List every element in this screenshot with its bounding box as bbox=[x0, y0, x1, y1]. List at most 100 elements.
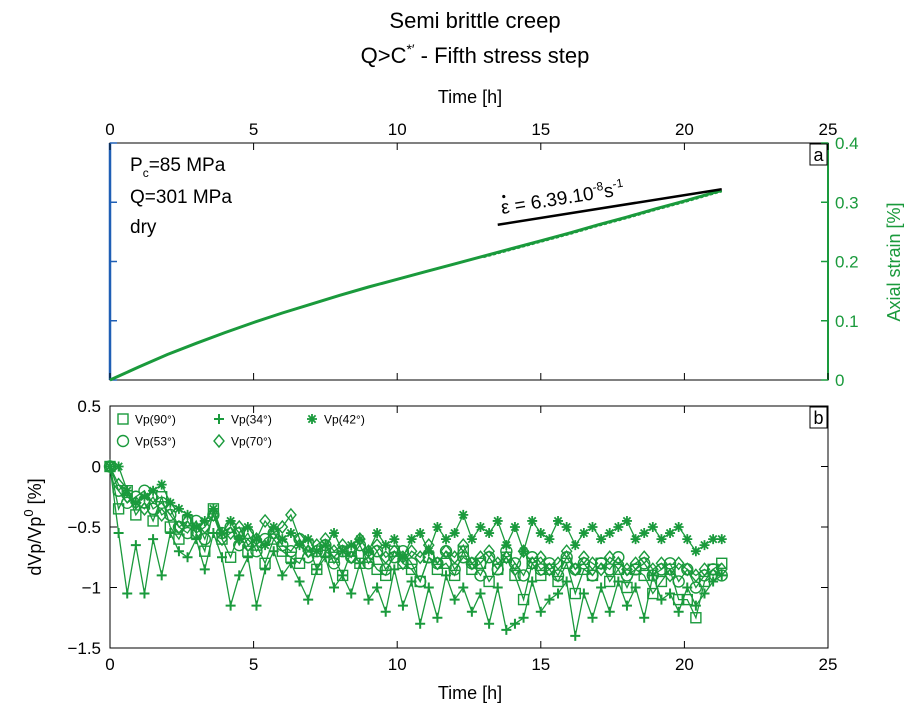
point-asterisk bbox=[441, 534, 452, 545]
annotation-p-rest: =85 MPa bbox=[149, 155, 226, 176]
axial-strain-curve bbox=[109, 188, 723, 382]
point-plus bbox=[113, 528, 124, 539]
point-asterisk bbox=[130, 497, 141, 508]
point-plus bbox=[544, 594, 555, 605]
point-asterisk bbox=[561, 522, 572, 532]
point-asterisk bbox=[596, 534, 607, 545]
annotation-p-main: P bbox=[130, 155, 143, 176]
point-plus bbox=[372, 582, 383, 593]
point-diamond bbox=[388, 544, 401, 559]
point-plus bbox=[501, 624, 512, 635]
title-line2-main: Q>C bbox=[361, 43, 407, 68]
panel-a-ytick-label: 0.2 bbox=[835, 253, 859, 272]
point-asterisk bbox=[699, 540, 710, 551]
panel-a: 0 5 10 15 20 25 0 0.1 0.2 0.3 0.4 a Pc=85 MPa Q=3… bbox=[105, 120, 904, 390]
point-diamond bbox=[689, 568, 702, 583]
point-asterisk bbox=[165, 497, 176, 508]
point-asterisk bbox=[320, 540, 331, 551]
panel-a-label: a bbox=[813, 145, 824, 165]
point-diamond bbox=[698, 562, 711, 577]
panel-b-ylabel-sup: 0 bbox=[21, 509, 36, 516]
panel-b-ytick-label: −1.5 bbox=[67, 639, 101, 658]
point-square bbox=[474, 557, 487, 569]
point-square bbox=[371, 563, 383, 576]
point-plus bbox=[251, 600, 262, 611]
point-diamond bbox=[457, 538, 470, 553]
panel-b-xtick-label: 10 bbox=[388, 655, 407, 674]
point-plus bbox=[329, 582, 340, 593]
series-diamond bbox=[104, 459, 728, 583]
point-diamond bbox=[233, 519, 246, 535]
point-square bbox=[612, 563, 625, 576]
annotation-rate-dot bbox=[502, 194, 506, 199]
panel-b-xtick-label: 15 bbox=[531, 655, 550, 674]
annotation-rate-exp1: -8 bbox=[591, 179, 604, 195]
point-plus bbox=[182, 552, 193, 563]
point-asterisk bbox=[105, 461, 115, 472]
point-asterisk bbox=[406, 534, 417, 545]
point-asterisk bbox=[217, 528, 228, 539]
point-plus bbox=[484, 618, 495, 629]
point-plus bbox=[518, 612, 529, 623]
point-plus bbox=[234, 570, 245, 581]
point-asterisk bbox=[182, 509, 193, 520]
point-diamond bbox=[474, 550, 487, 565]
panel-a-ytick-label: 0.1 bbox=[835, 312, 859, 331]
point-asterisk bbox=[311, 546, 322, 557]
point-diamond bbox=[707, 568, 720, 583]
series-asterisk bbox=[105, 461, 727, 563]
point-asterisk bbox=[122, 485, 133, 496]
point-diamond bbox=[414, 550, 427, 565]
panel-a-top-xlabel: Time [h] bbox=[438, 87, 502, 107]
annotation-rate-exp2: -1 bbox=[611, 176, 624, 192]
point-plus bbox=[690, 600, 701, 611]
point-asterisk bbox=[604, 528, 615, 539]
legend-label-diamond: Vp(70°) bbox=[231, 435, 272, 449]
panel-b-xtick-label: 5 bbox=[249, 655, 258, 674]
point-diamond bbox=[104, 459, 116, 474]
point-plus bbox=[406, 576, 417, 587]
point-asterisk bbox=[225, 515, 236, 526]
legend-label-plus: Vp(34°) bbox=[231, 413, 272, 427]
point-plus bbox=[260, 564, 271, 575]
panel-b-xlabel: Time [h] bbox=[438, 683, 502, 703]
point-asterisk bbox=[389, 534, 400, 545]
point-circle bbox=[672, 575, 685, 588]
point-asterisk bbox=[501, 540, 512, 551]
point-diamond bbox=[500, 550, 513, 565]
point-circle bbox=[284, 545, 298, 558]
point-asterisk bbox=[509, 522, 520, 532]
point-asterisk bbox=[475, 522, 486, 532]
point-square bbox=[155, 491, 168, 503]
point-plus bbox=[217, 552, 228, 563]
point-plus bbox=[199, 564, 210, 575]
point-plus bbox=[492, 582, 503, 593]
point-plus bbox=[458, 582, 469, 593]
point-asterisk bbox=[268, 522, 279, 532]
point-square bbox=[655, 575, 668, 588]
point-plus bbox=[415, 618, 426, 629]
panel-a-xtick-label: 5 bbox=[249, 120, 258, 139]
series-line-diamond bbox=[109, 466, 723, 577]
point-diamond bbox=[224, 525, 237, 541]
point-diamond bbox=[715, 562, 728, 577]
point-diamond bbox=[672, 556, 685, 571]
point-diamond bbox=[638, 550, 651, 565]
point-diamond bbox=[302, 544, 315, 559]
point-plus bbox=[613, 576, 624, 587]
series-line-square bbox=[109, 466, 723, 620]
title-line2-rest: - Fifth stress step bbox=[415, 43, 590, 68]
point-square bbox=[681, 593, 693, 606]
point-square bbox=[716, 557, 728, 569]
point-diamond bbox=[155, 507, 168, 522]
strain-rate-fit-line bbox=[497, 187, 722, 226]
point-asterisk bbox=[673, 522, 684, 532]
point-asterisk bbox=[208, 503, 219, 514]
annotation-rate-unit: s bbox=[602, 180, 615, 202]
annotation-rate-text: ε = 6.39.10-8s-1 bbox=[499, 176, 626, 219]
point-square bbox=[147, 515, 159, 527]
point-asterisk bbox=[260, 540, 271, 551]
point-plus bbox=[122, 588, 133, 599]
point-asterisk bbox=[613, 522, 624, 532]
point-diamond bbox=[586, 556, 599, 571]
